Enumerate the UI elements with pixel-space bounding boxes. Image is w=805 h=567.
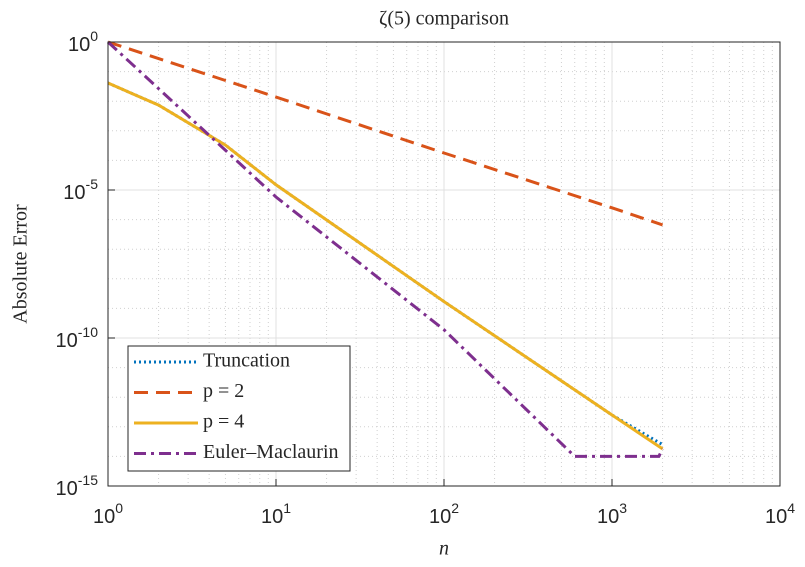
legend-box	[127, 345, 351, 472]
tick-base: 10	[56, 478, 78, 500]
legend-label: Truncation	[203, 350, 290, 372]
tick-label: 102	[429, 500, 459, 529]
tick-label: 100	[68, 28, 98, 57]
tick-base: 10	[597, 506, 619, 528]
tick-exponent: -5	[86, 176, 99, 192]
tick-base: 10	[765, 506, 787, 528]
x-axis-label: n	[439, 538, 449, 560]
series-line	[106, 40, 664, 458]
tick-exponent: 0	[115, 500, 123, 516]
legend-label: p = 4	[203, 411, 244, 433]
y-axis-label: Absolute Error	[10, 204, 32, 324]
legend-label: p = 2	[203, 380, 244, 402]
tick-label: 101	[261, 500, 291, 529]
grid	[107, 41, 781, 487]
tick-base: 10	[63, 182, 85, 204]
series-line	[107, 40, 664, 227]
tick-exponent: -10	[78, 324, 98, 340]
tick-exponent: 4	[787, 500, 795, 516]
tick-exponent: -15	[78, 472, 98, 488]
tick-label: 10-10	[56, 324, 99, 353]
legend: Truncation p = 2 p = 4 Euler–Maclaurin	[127, 345, 351, 472]
chart-title: ζ(5) comparison	[379, 8, 509, 30]
tick-label: 104	[765, 500, 795, 529]
tick-base: 10	[429, 506, 451, 528]
tick-label: 100	[93, 500, 123, 529]
tick-base: 10	[261, 506, 283, 528]
tick-base: 10	[93, 506, 115, 528]
tick-exponent: 1	[283, 500, 291, 516]
tick-label: 10-5	[63, 176, 98, 205]
tick-exponent: 3	[619, 500, 627, 516]
tick-base: 10	[56, 330, 78, 352]
tick-label: 10-15	[56, 472, 99, 501]
plot-lines	[106, 40, 664, 458]
tick-base: 10	[68, 34, 90, 56]
legend-label: Euler–Maclaurin	[203, 441, 339, 463]
tick-label: 103	[597, 500, 627, 529]
tick-exponent: 0	[90, 28, 98, 44]
series-line	[107, 81, 664, 451]
tick-exponent: 2	[451, 500, 459, 516]
